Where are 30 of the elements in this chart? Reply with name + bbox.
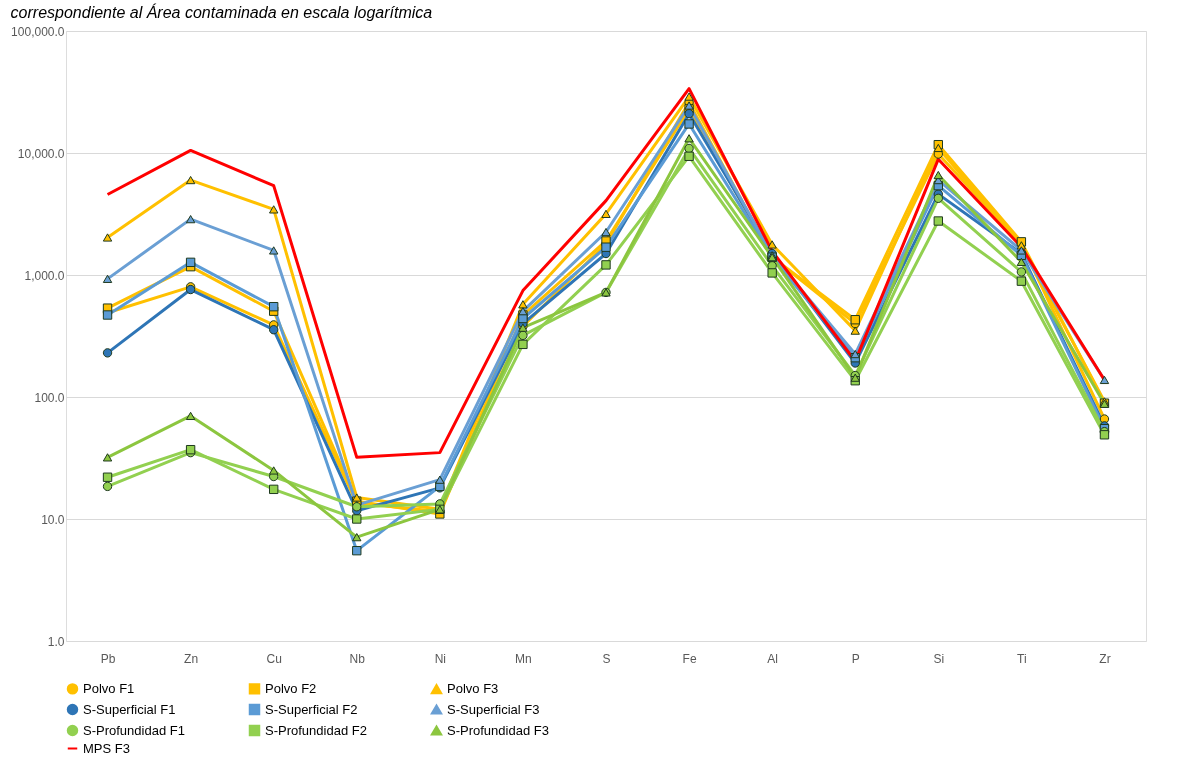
legend-label: S-Superficial F2 bbox=[265, 701, 358, 717]
legend-label: Polvo F2 bbox=[265, 680, 317, 696]
y-tick-label: 1,000.0 bbox=[24, 268, 65, 283]
x-tick-label: Zn bbox=[184, 651, 199, 666]
x-tick-label: Ti bbox=[1017, 651, 1027, 666]
x-tick-label: Pb bbox=[100, 651, 116, 666]
x-tick-label: Si bbox=[933, 651, 945, 666]
legend-label: MPS F3 bbox=[83, 740, 130, 756]
legend-label: Polvo F1 bbox=[83, 680, 135, 696]
legend-label: S-Superficial F3 bbox=[447, 701, 540, 717]
x-tick-label: Zr bbox=[1099, 651, 1111, 666]
y-tick-label: 1.0 bbox=[47, 634, 65, 649]
y-tick-label: 10,000.0 bbox=[17, 146, 65, 161]
legend-label: S-Superficial F1 bbox=[83, 701, 176, 717]
x-tick-label: Fe bbox=[682, 651, 697, 666]
legend-label: S-Profundidad F2 bbox=[265, 722, 367, 738]
y-tick-label: 100,000.0 bbox=[11, 24, 65, 39]
y-tick-label: 100.0 bbox=[34, 390, 65, 405]
chart-title: correspondiente al Área contaminada en escala logarítmica bbox=[10, 3, 433, 21]
legend-label: S-Profundidad F1 bbox=[83, 722, 185, 738]
x-tick-label: Al bbox=[767, 651, 778, 666]
x-tick-label: Cu bbox=[266, 651, 282, 666]
x-tick-label: Nb bbox=[349, 651, 366, 666]
x-tick-label: S bbox=[602, 651, 611, 666]
x-tick-label: P bbox=[851, 651, 860, 666]
legend-label: S-Profundidad F3 bbox=[447, 722, 549, 738]
x-tick-label: Mn bbox=[515, 651, 532, 666]
x-tick-label: Ni bbox=[434, 651, 447, 666]
legend-label: Polvo F3 bbox=[447, 681, 499, 697]
y-tick-label: 10.0 bbox=[41, 512, 65, 527]
